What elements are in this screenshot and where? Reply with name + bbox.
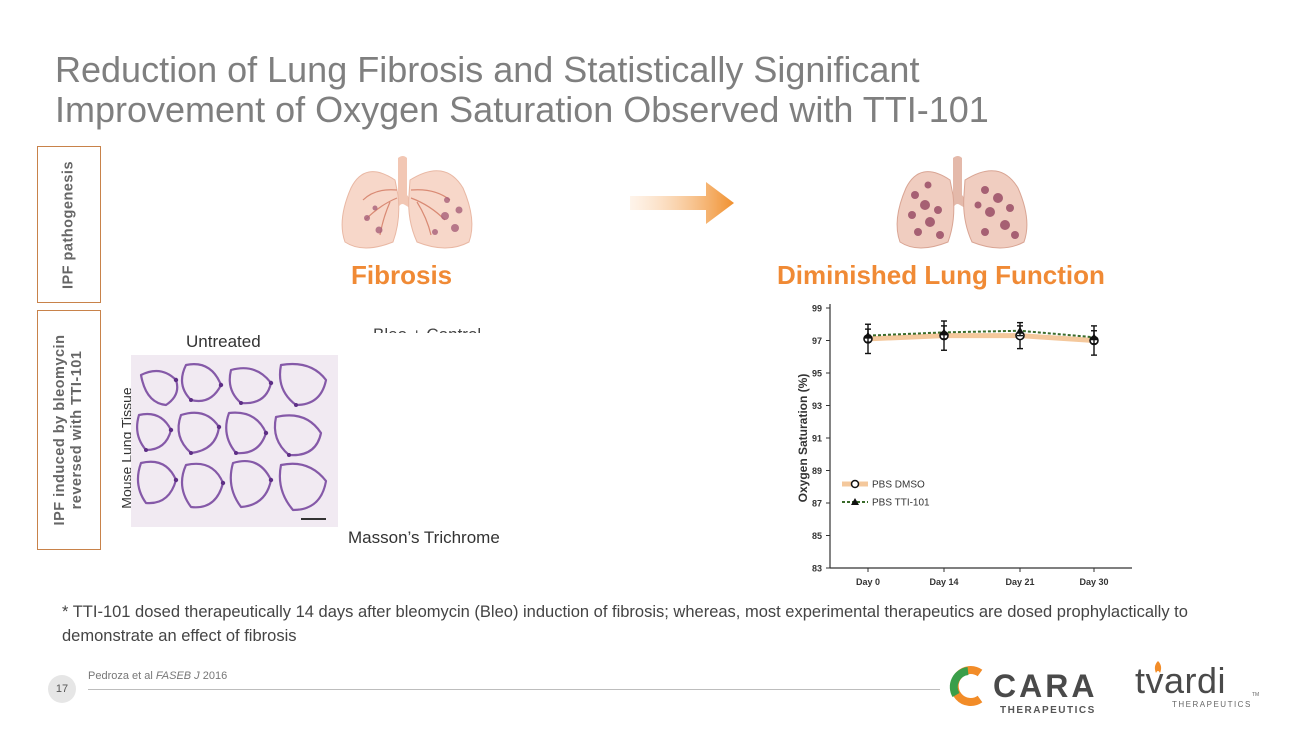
y-tick-label: 95 — [812, 369, 822, 379]
bleo-control-label: Bleo + Control — [373, 324, 481, 333]
lungs-fibrotic-icon — [896, 156, 1028, 249]
x-tick-label: Day 14 — [929, 577, 958, 587]
y-tick-label: 83 — [812, 564, 822, 574]
data-point-pbs-tti-101 — [864, 331, 872, 339]
diminished-lung-function-heading: Diminished Lung Function — [777, 260, 1105, 290]
massons-trichrome-label: Masson’s Trichrome — [348, 528, 500, 547]
legend-label: PBS DMSO — [872, 480, 925, 491]
y-tick-label: 87 — [812, 499, 822, 509]
x-tick-label: Day 30 — [1079, 577, 1108, 587]
citation: Pedroza et al FASEB J 2016 — [88, 670, 227, 682]
data-point-pbs-tti-101 — [940, 328, 948, 336]
ipf-bleomycin-label-line-1: IPF induced by bleomycin — [52, 334, 68, 526]
fibrosis-heading: Fibrosis — [351, 260, 453, 290]
slide-title-line-1: Reduction of Lung Fibrosis and Statistic… — [55, 49, 920, 90]
tissue-micrograph — [131, 355, 338, 527]
arrow-right-icon — [630, 182, 734, 224]
data-point-pbs-tti-101 — [1090, 333, 1098, 341]
citation-year: 2016 — [199, 670, 228, 682]
y-tick-label: 91 — [812, 434, 822, 444]
untreated-label: Untreated — [186, 332, 261, 351]
series-line-pbs-dmso — [867, 333, 1095, 343]
citation-journal: FASEB J — [155, 670, 200, 682]
page-number: 17 — [48, 675, 76, 703]
ipf-pathogenesis-box: IPF pathogenesis — [37, 146, 101, 303]
ipf-bleomycin-label: IPF induced by bleomycin reversed with T… — [52, 335, 86, 526]
y-tick-label: 99 — [812, 304, 822, 314]
x-tick-label: Day 0 — [856, 577, 880, 587]
chart-axes — [829, 304, 1132, 569]
data-point-pbs-tti-101 — [1016, 326, 1024, 334]
slide-title-line-2: Improvement of Oxygen Saturation Observe… — [55, 89, 989, 130]
y-tick-label: 97 — [812, 336, 822, 346]
x-tick-label: Day 21 — [1005, 577, 1034, 587]
cara-wordmark: CARA — [993, 668, 1098, 704]
legend-marker — [850, 479, 860, 489]
tvardi-wordmark: tvardi — [1135, 660, 1227, 701]
flame-icon — [1154, 661, 1162, 673]
y-axis-label: Oxygen Saturation (%) — [796, 374, 810, 503]
ipf-pathogenesis-label: IPF pathogenesis — [60, 160, 77, 289]
footer-divider — [88, 689, 940, 690]
slide-title: Reduction of Lung Fibrosis and Statistic… — [55, 50, 1205, 130]
footnote: * TTI-101 dosed therapeutically 14 days … — [62, 603, 1188, 645]
lungs-icon — [341, 156, 473, 249]
cara-therapeutics-label: THERAPEUTICS — [1000, 705, 1096, 716]
legend-marker — [851, 498, 859, 505]
y-tick-label: 89 — [812, 466, 822, 476]
legend-label: PBS TTI-101 — [872, 498, 930, 509]
oxygen-saturation-chart: 83 85 87 89 91 93 95 97 99 Day 0 Day 14 Day 21 Day … — [796, 304, 1132, 587]
y-tick-label: 93 — [812, 401, 822, 411]
y-tick-label: 85 — [812, 531, 822, 541]
cara-logo-icon — [949, 666, 983, 706]
tvardi-trademark: TM — [1252, 692, 1260, 698]
chart-legend: PBS DMSO PBS TTI-101 — [842, 480, 930, 509]
ipf-bleomycin-label-line-2: reversed with TTI-101 — [69, 350, 85, 510]
ipf-bleomycin-box: IPF induced by bleomycin reversed with T… — [37, 310, 101, 550]
citation-authors: Pedroza et al — [88, 670, 156, 682]
tvardi-therapeutics-label: THERAPEUTICS — [1172, 700, 1252, 709]
